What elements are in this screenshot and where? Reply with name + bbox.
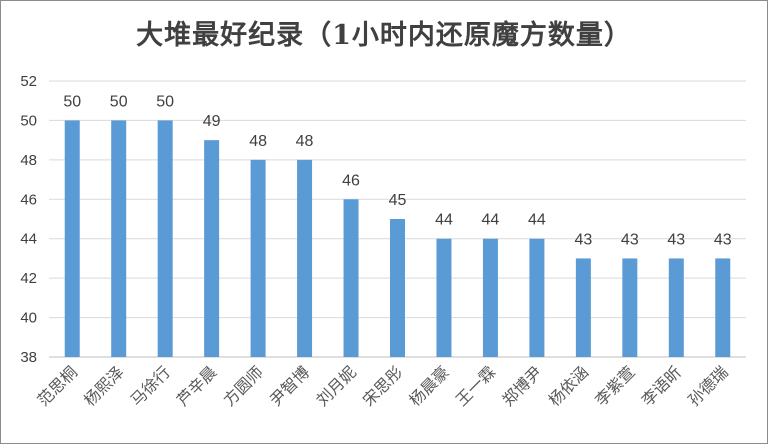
data-label: 49 (203, 113, 221, 130)
x-tick-label: 杨依涵 (545, 362, 592, 409)
x-tick-label: 孙德瑞 (684, 362, 731, 409)
data-label: 46 (342, 172, 360, 189)
bar (482, 238, 498, 357)
x-tick-label: 李语昕 (638, 362, 685, 409)
bar (622, 258, 638, 357)
y-axis-ticks: 38 40 42 44 46 48 50 52 (20, 73, 37, 366)
data-label: 48 (249, 133, 267, 150)
x-tick-label: 刘月妮 (312, 362, 359, 409)
data-label: 43 (621, 231, 639, 248)
data-label: 43 (714, 231, 732, 248)
x-tick-label: 方圆师 (220, 362, 267, 409)
x-tick-label: 郑博尹 (498, 362, 545, 409)
data-label: 50 (63, 93, 81, 110)
bar (715, 258, 731, 357)
bar (390, 219, 405, 357)
y-tick-label: 44 (20, 231, 37, 248)
x-axis-labels: 范思桐 杨熙泽 马徐行 芦辛晨 方圆师 尹智博 刘月妮 宋思彤 杨晨豪 王一霖 郑博尹 杨依涵 李紫萱李… (34, 362, 732, 409)
x-tick-label: 芦辛晨 (173, 362, 220, 409)
bars (64, 120, 731, 357)
y-tick-label: 52 (20, 73, 37, 90)
bar (64, 120, 80, 357)
x-tick-label: 范思桐 (34, 362, 81, 409)
bar (157, 120, 173, 357)
data-label: 48 (296, 133, 314, 150)
x-tick-label: 尹智博 (266, 362, 313, 409)
y-tick-label: 42 (20, 270, 37, 287)
bar (436, 238, 452, 357)
chart-title: 大堆最好纪录（1小时内还原魔方数量） (136, 20, 632, 51)
bar (111, 120, 127, 357)
bar (250, 159, 266, 357)
y-tick-label: 38 (20, 349, 37, 366)
bar (204, 140, 220, 357)
x-tick-label: 王一霖 (452, 362, 499, 409)
data-label: 43 (667, 231, 685, 248)
y-tick-label: 46 (20, 191, 37, 208)
data-label: 50 (110, 93, 128, 110)
y-tick-label: 48 (20, 152, 37, 169)
bar (668, 258, 684, 357)
x-tick-label: 杨熙泽 (80, 362, 127, 409)
bar (297, 159, 313, 357)
x-tick-label: 宋思彤 (359, 362, 406, 409)
y-tick-label: 50 (20, 112, 37, 129)
data-label: 44 (482, 212, 500, 229)
y-tick-label: 40 (20, 310, 37, 327)
bar (575, 258, 591, 357)
bar (529, 238, 545, 357)
data-label: 44 (435, 212, 453, 229)
data-labels: 50 50 50 49 48 48 46 45 44 44 44 43 43 43 43 (63, 93, 731, 248)
x-tick-label: 李紫萱 (591, 362, 638, 409)
x-tick-label: 杨晨豪 (405, 362, 452, 409)
x-tick-label: 马徐行 (127, 362, 174, 409)
data-label: 50 (156, 93, 174, 110)
bar (343, 199, 359, 357)
data-label: 43 (574, 231, 592, 248)
data-label: 45 (389, 192, 407, 209)
data-label: 44 (528, 212, 546, 229)
